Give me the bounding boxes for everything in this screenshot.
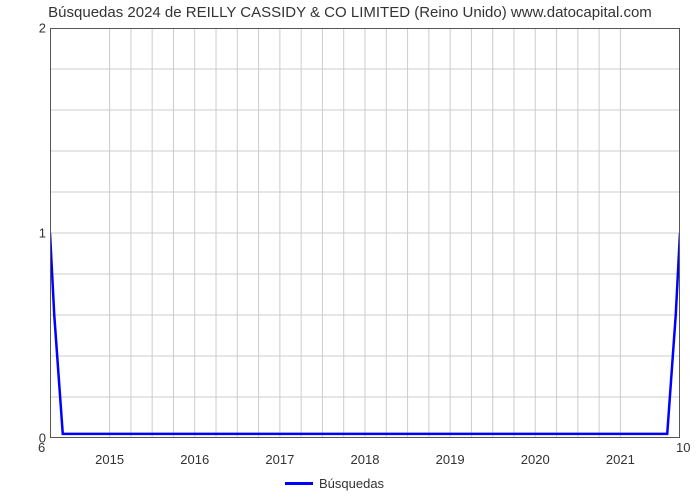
legend: Búsquedas bbox=[285, 476, 384, 491]
chart-title: Búsquedas 2024 de REILLY CASSIDY & CO LI… bbox=[0, 4, 700, 21]
chart-svg bbox=[50, 28, 680, 438]
x-tick-label: 2017 bbox=[265, 452, 294, 467]
x-tick-label: 2016 bbox=[180, 452, 209, 467]
chart-container: Búsquedas 2024 de REILLY CASSIDY & CO LI… bbox=[0, 0, 700, 500]
x-tick-label: 2019 bbox=[436, 452, 465, 467]
corner-label-bottom-right: 10 bbox=[676, 440, 690, 455]
x-tick-label: 2020 bbox=[521, 452, 550, 467]
y-tick-label: 2 bbox=[16, 21, 46, 36]
legend-label: Búsquedas bbox=[319, 476, 384, 491]
x-tick-label: 2021 bbox=[606, 452, 635, 467]
x-tick-label: 2015 bbox=[95, 452, 124, 467]
y-tick-label: 0 bbox=[16, 431, 46, 446]
plot-area bbox=[50, 28, 680, 438]
legend-swatch bbox=[285, 482, 313, 485]
y-tick-label: 1 bbox=[16, 226, 46, 241]
x-tick-label: 2018 bbox=[351, 452, 380, 467]
